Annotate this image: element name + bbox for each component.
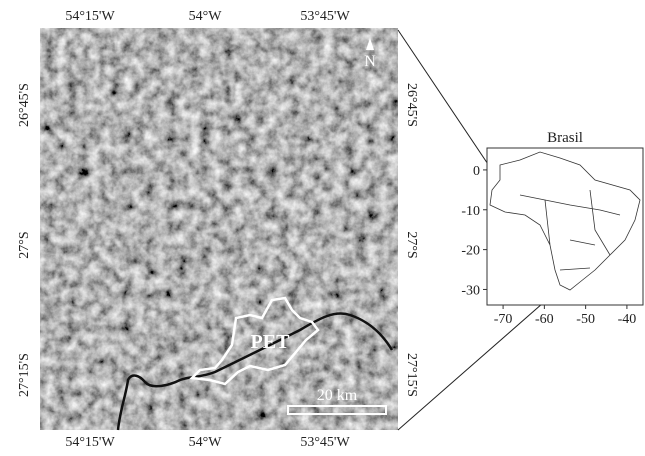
x-tick-label: -70	[494, 312, 513, 327]
bottom-label: 53°45'W	[300, 435, 350, 450]
figure: PET N 20 km 54°15'W 54°W 53°45'W 54°15'W 54°…	[0, 0, 645, 451]
north-label: N	[364, 53, 376, 70]
page: Map figure {"main_map":{"top_labels":["5…	[0, 0, 645, 456]
right-label: 27°S	[404, 231, 419, 258]
area-label: PET	[251, 331, 291, 353]
top-label: 54°15'W	[65, 9, 115, 24]
top-label: 53°45'W	[300, 9, 350, 24]
left-label: 27°15'S	[17, 353, 32, 397]
inset-title: Brasil	[547, 130, 583, 146]
left-label: 27°S	[17, 231, 32, 258]
body: PET N 20 km 54°15'W 54°W 53°45'W 54°15'W 54°…	[0, 0, 645, 456]
x-tick-label: -40	[618, 312, 637, 327]
y-tick-label: -30	[461, 283, 480, 298]
right-label: 27°15'S	[404, 353, 419, 397]
left-label: 26°45'S	[17, 83, 32, 127]
y-tick-label: -20	[461, 244, 480, 259]
bottom-label: 54°15'W	[65, 435, 115, 450]
scale-label: 20 km	[317, 387, 358, 404]
inset-frame	[487, 148, 643, 305]
y-tick-label: 0	[473, 164, 480, 179]
y-tick-label: -10	[461, 204, 480, 219]
right-label: 26°45'S	[404, 83, 419, 127]
bottom-label: 54°W	[189, 435, 223, 450]
x-tick-label: -50	[576, 312, 595, 327]
x-tick-label: -60	[535, 312, 554, 327]
top-label: 54°W	[189, 9, 223, 24]
